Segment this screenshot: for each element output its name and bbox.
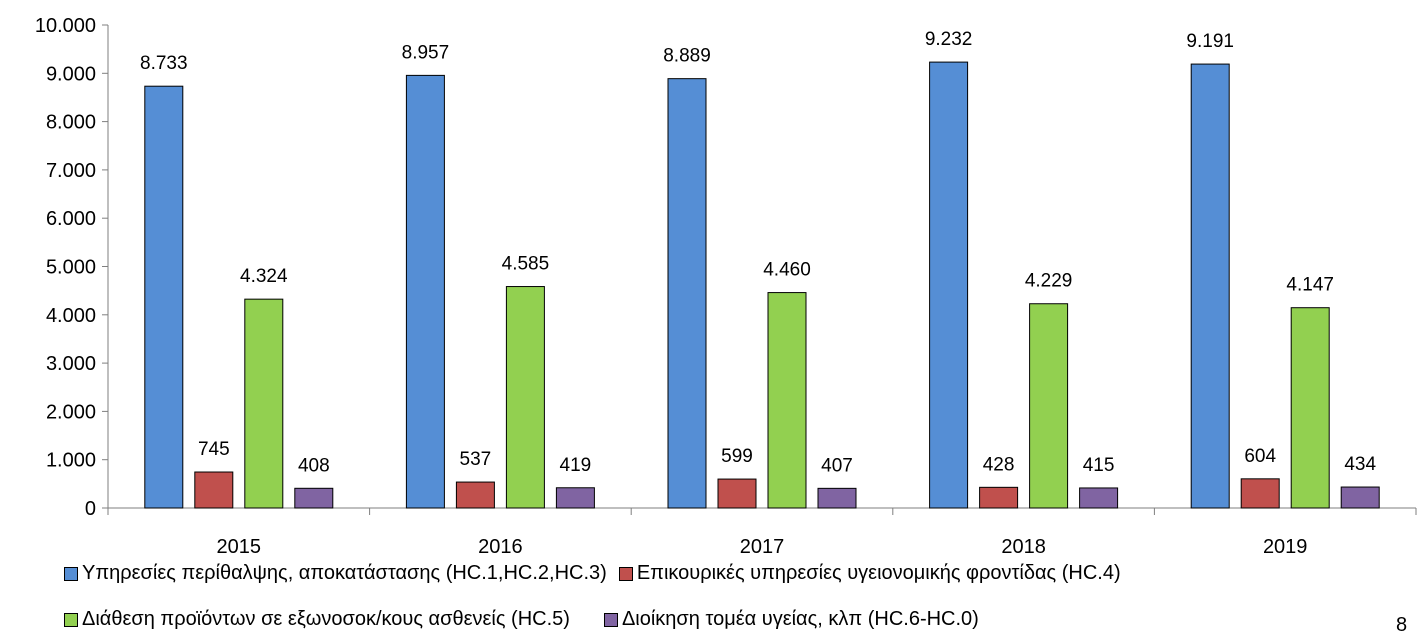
x-tick-label: 2015	[217, 536, 262, 558]
data-label: 419	[560, 455, 592, 476]
data-label: 8.957	[402, 42, 450, 63]
bar	[555, 487, 595, 509]
bar	[505, 286, 545, 509]
data-label: 8.889	[663, 46, 711, 67]
bar	[244, 298, 284, 509]
x-axis: 2015 2016 2017 2018 2019	[107, 507, 1417, 558]
y-tick-label: 3.000	[46, 353, 96, 375]
data-label: 9.232	[925, 29, 973, 50]
data-label: 599	[721, 446, 753, 467]
bar	[405, 74, 445, 509]
y-tick-label: 2.000	[46, 401, 96, 423]
x-tick-label: 2019	[1263, 536, 1308, 558]
bar	[1079, 487, 1119, 509]
bars	[144, 61, 1380, 509]
data-label: 4.229	[1025, 271, 1073, 292]
data-label: 407	[821, 455, 853, 476]
data-label: 428	[983, 454, 1015, 475]
y-tick-label: 6.000	[46, 208, 96, 230]
y-tick-label: 7.000	[46, 160, 96, 182]
data-label: 4.460	[763, 260, 811, 281]
data-label: 408	[298, 455, 330, 476]
y-tick-label: 8.000	[46, 112, 96, 134]
data-label: 4.585	[502, 254, 550, 275]
legend-item-hc5: Διάθεση προϊόντων σε εξωνοσοκ/κους ασθεν…	[64, 608, 570, 631]
legend-row-2: Διάθεση προϊόντων σε εξωνοσοκ/κους ασθεν…	[64, 608, 991, 631]
y-tick-label: 10.000	[35, 15, 96, 37]
bar	[1029, 303, 1069, 509]
bar	[1290, 307, 1330, 509]
data-labels: 8.733 745 4.324 408 8.957 537 4.585 419 8.889 599…	[140, 29, 1376, 476]
data-label: 434	[1344, 454, 1376, 475]
bar	[1340, 486, 1380, 509]
y-tick-label: 5.000	[46, 257, 96, 279]
legend-label-hc4: Επικουρικές υπηρεσίες υγειονομικής φροντ…	[636, 562, 1121, 584]
y-tick-label: 1.000	[46, 450, 96, 472]
legend-row-1: Υπηρεσίες περίθαλψης, αποκατάστασης (HC.…	[64, 562, 1133, 585]
data-label: 4.147	[1286, 275, 1334, 296]
data-label: 745	[198, 439, 230, 460]
legend-label-hc5: Διάθεση προϊόντων σε εξωνοσοκ/κους ασθεν…	[82, 608, 570, 630]
bar	[1190, 63, 1230, 509]
legend-item-hc4: Επικουρικές υπηρεσίες υγειονομικής φροντ…	[618, 562, 1121, 585]
bar	[717, 478, 757, 509]
data-label: 604	[1244, 446, 1276, 467]
bar	[979, 486, 1019, 509]
bar	[455, 481, 495, 509]
x-tick-label: 2018	[1001, 536, 1046, 558]
legend-item-hc1-3: Υπηρεσίες περίθαλψης, αποκατάστασης (HC.…	[64, 562, 607, 585]
legend-label-hc6: Διοίκηση τομέα υγείας, κλπ (HC.6-HC.0)	[621, 608, 979, 630]
data-label: 4.324	[240, 266, 288, 287]
y-axis: 0 1.000 2.000 3.000 4.000 5.000 6.000 7.000 8.00…	[35, 15, 109, 520]
bar	[144, 85, 184, 509]
data-label: 9.191	[1186, 31, 1234, 52]
data-label: 415	[1083, 455, 1115, 476]
y-tick-label: 4.000	[46, 305, 96, 327]
legend-swatch-hc5	[64, 612, 78, 627]
bar	[767, 292, 807, 509]
y-tick-label: 9.000	[46, 63, 96, 85]
data-label: 8.733	[140, 53, 188, 74]
bar	[1240, 478, 1280, 509]
bar	[194, 471, 234, 509]
legend-label-hc1-3: Υπηρεσίες περίθαλψης, αποκατάστασης (HC.…	[82, 562, 607, 584]
legend-item-hc6: Διοίκηση τομέα υγείας, κλπ (HC.6-HC.0)	[603, 608, 979, 631]
bar	[667, 78, 707, 509]
data-label: 537	[460, 449, 492, 470]
bar	[294, 487, 334, 509]
legend-swatch-hc1-3	[64, 566, 78, 581]
x-tick-label: 2017	[740, 536, 785, 558]
y-tick-label: 0	[85, 498, 96, 520]
page-number: 8	[1396, 614, 1408, 636]
bar	[929, 61, 969, 509]
bar	[817, 487, 857, 509]
legend-swatch-hc4	[618, 566, 633, 581]
legend-swatch-hc6	[603, 612, 618, 627]
x-tick-label: 2016	[478, 536, 523, 558]
